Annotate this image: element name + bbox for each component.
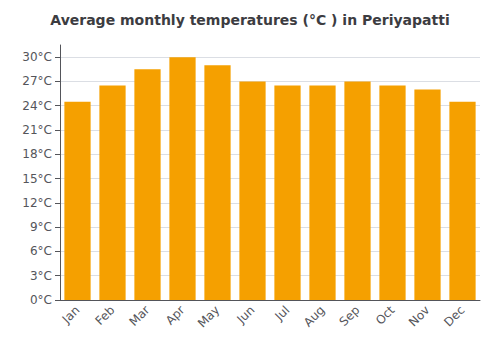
- svg-text:Apr: Apr: [163, 303, 188, 328]
- svg-text:15°C: 15°C: [22, 172, 52, 186]
- svg-text:Jun: Jun: [234, 303, 258, 327]
- svg-text:May: May: [195, 303, 222, 330]
- svg-text:30°C: 30°C: [22, 50, 52, 64]
- svg-text:Sep: Sep: [337, 303, 363, 329]
- svg-text:Dec: Dec: [441, 303, 467, 329]
- svg-text:Jul: Jul: [272, 303, 293, 324]
- svg-text:Aug: Aug: [301, 303, 327, 329]
- svg-text:18°C: 18°C: [22, 147, 52, 161]
- svg-text:3°C: 3°C: [30, 269, 52, 283]
- svg-text:21°C: 21°C: [22, 123, 52, 137]
- svg-text:12°C: 12°C: [22, 196, 52, 210]
- svg-text:6°C: 6°C: [30, 244, 52, 258]
- svg-text:0°C: 0°C: [30, 293, 52, 307]
- svg-text:Average monthly temperatures (: Average monthly temperatures (°C ) in Pe…: [50, 12, 449, 28]
- svg-text:Mar: Mar: [127, 303, 153, 329]
- svg-text:27°C: 27°C: [22, 74, 52, 88]
- svg-text:24°C: 24°C: [22, 99, 52, 113]
- svg-text:Oct: Oct: [373, 303, 398, 328]
- svg-text:9°C: 9°C: [30, 220, 52, 234]
- svg-text:Nov: Nov: [406, 303, 432, 329]
- svg-text:Feb: Feb: [93, 303, 118, 328]
- svg-text:Jan: Jan: [59, 303, 83, 327]
